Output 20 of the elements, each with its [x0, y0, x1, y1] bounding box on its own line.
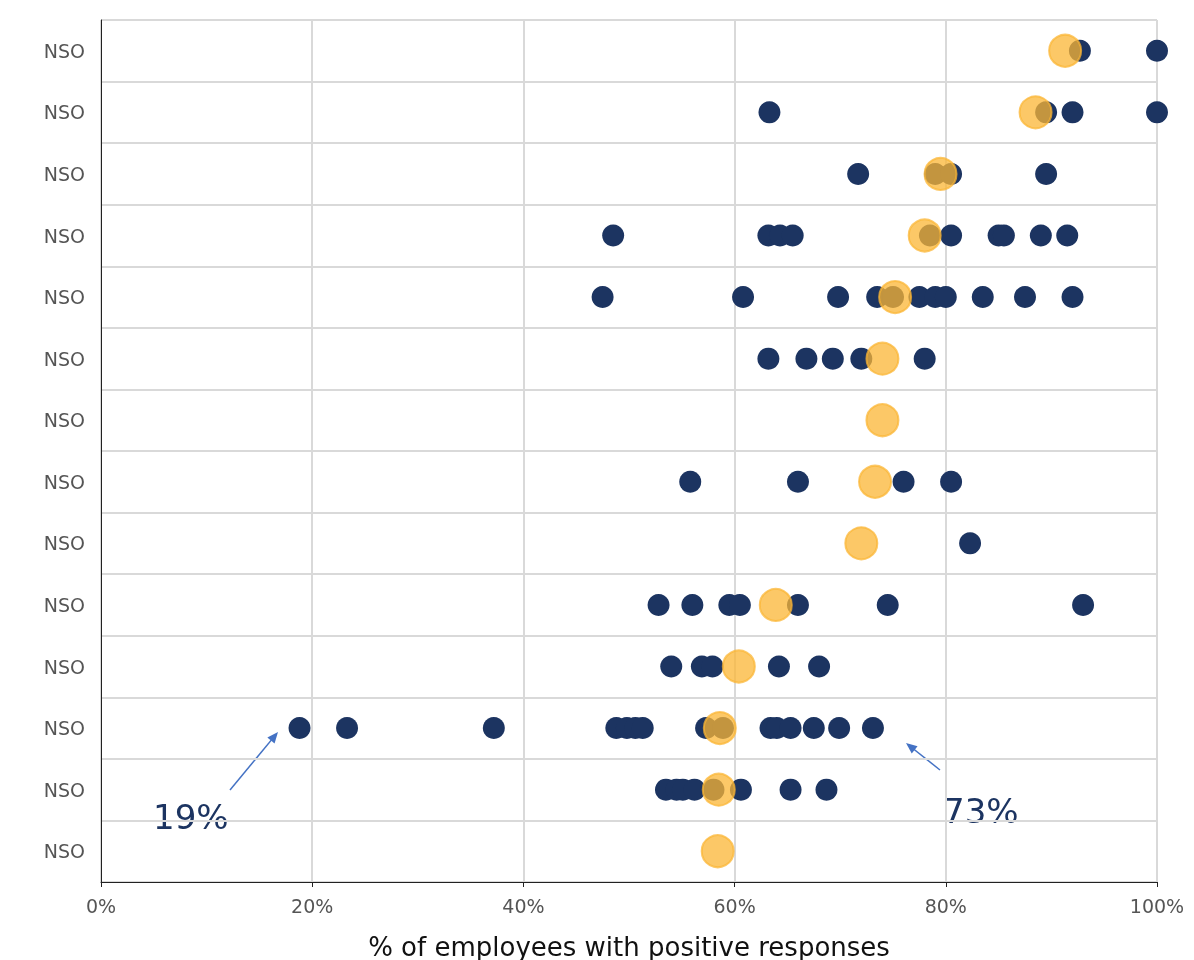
y-tick-label: NSO [43, 655, 85, 678]
y-tick-label: NSO [43, 778, 85, 801]
y-tick-label: NSO [43, 347, 85, 370]
y-tick-label: NSO [43, 39, 85, 62]
y-tick-label: NSO [43, 470, 85, 493]
x-tick-label: 20% [291, 894, 334, 917]
x-tick-label: 100% [1129, 894, 1185, 917]
y-tick-label: NSO [43, 409, 85, 432]
y-tick-label: NSO [43, 224, 85, 247]
y-tick-label: NSO [43, 162, 85, 185]
x-tick-label: 80% [924, 894, 967, 917]
y-tick-label: NSO [43, 286, 85, 309]
y-tick-label: NSO [43, 717, 85, 740]
y-tick-label: NSO [43, 532, 85, 555]
y-tick-label: NSO [43, 593, 85, 616]
x-tick-label: 60% [713, 894, 756, 917]
y-tick-label: NSO [43, 101, 85, 124]
x-tick-label: 0% [85, 894, 117, 917]
y-tick-label: NSO [43, 840, 85, 863]
x-tick-label: 40% [502, 894, 545, 917]
